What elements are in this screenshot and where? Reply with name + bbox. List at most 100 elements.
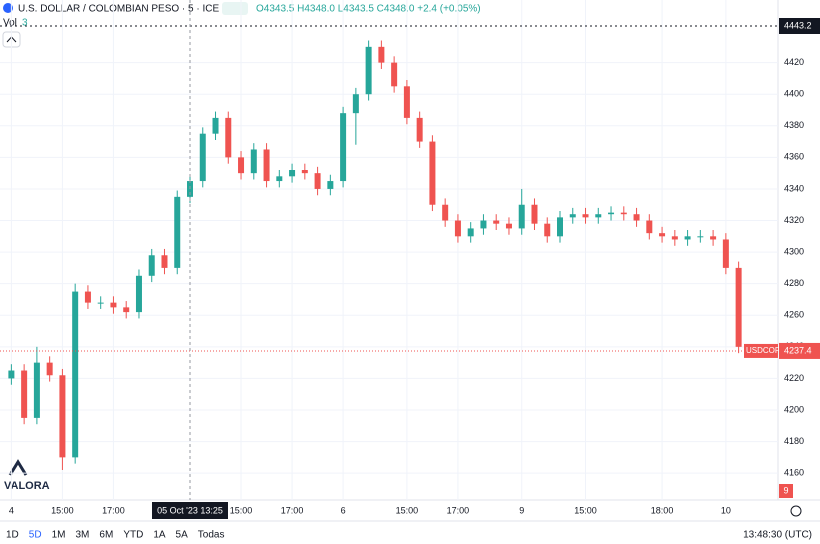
candle-body <box>569 214 576 218</box>
candle-body <box>8 370 15 379</box>
candle-body <box>378 46 385 63</box>
y-tick-label: 4200 <box>784 404 804 414</box>
candle-body <box>531 204 538 224</box>
candle-body <box>59 375 66 458</box>
candle-body <box>97 302 104 304</box>
y-tick-label: 4280 <box>784 278 804 288</box>
high-label-box <box>779 18 820 34</box>
y-tick-label: 4300 <box>784 246 804 256</box>
candle-body <box>161 255 168 268</box>
y-tick-label: 4160 <box>784 468 804 478</box>
candle-body <box>557 217 563 237</box>
crosshair-box <box>152 502 228 519</box>
candle-body <box>314 173 321 189</box>
candle-body <box>391 62 398 87</box>
y-tick-label: 4180 <box>784 436 804 446</box>
timeframe-button[interactable]: YTD <box>123 530 143 541</box>
volume-last-box <box>779 484 793 498</box>
candle-body <box>429 141 436 205</box>
candle-body <box>84 291 91 303</box>
candle-body <box>174 196 181 268</box>
candle-body <box>110 302 117 308</box>
candle-body <box>21 370 28 418</box>
candle-body <box>148 255 155 276</box>
x-tick-label: 10 <box>721 505 731 515</box>
logo-icon <box>8 459 28 476</box>
candle-body <box>442 204 449 221</box>
crosshair-label: 05 Oct '23 13:25 <box>157 505 223 515</box>
x-tick-label: 15:00 <box>51 505 74 515</box>
candle-body <box>633 214 640 221</box>
candle-body <box>659 233 666 237</box>
timeframe-button[interactable]: 1D <box>6 530 19 541</box>
candle-body <box>327 181 334 189</box>
x-tick-label: 17:00 <box>281 505 304 515</box>
timeframe-button[interactable]: 3M <box>76 530 90 541</box>
candle-body <box>620 212 627 215</box>
candle-body <box>493 220 500 224</box>
candle-body <box>403 86 410 118</box>
x-tick-label: 15:00 <box>574 505 597 515</box>
candle-body <box>467 228 474 237</box>
volume-last-label: 9 <box>783 485 788 495</box>
timeframe-button[interactable]: 5D <box>29 530 42 541</box>
candle-body <box>710 236 717 240</box>
timeframe-button[interactable]: 6M <box>99 530 113 541</box>
chart-title: U.S. DOLLAR / COLOMBIAN PESO · 5 · ICE <box>18 4 219 15</box>
x-tick-label: 15:00 <box>396 505 419 515</box>
candle-body <box>250 149 257 174</box>
y-tick-label: 4420 <box>784 57 804 67</box>
y-tick-label: 4220 <box>784 373 804 383</box>
candle-body <box>646 220 653 234</box>
x-tick-label: 15:00 <box>230 505 253 515</box>
candle-body <box>33 362 40 418</box>
candle-body <box>416 117 423 142</box>
symbol-icon <box>3 3 13 13</box>
candle-body <box>735 267 742 347</box>
candle-body <box>289 170 296 177</box>
candle-body <box>608 212 615 215</box>
candle-body <box>722 239 729 268</box>
flag-badge <box>222 2 248 15</box>
candle-body <box>72 291 79 458</box>
candle-body <box>697 236 704 238</box>
candle-body <box>595 214 602 218</box>
candle-body <box>123 307 130 313</box>
clock: 13:48:30 (UTC) <box>743 530 812 541</box>
candle-body <box>199 133 206 182</box>
candle-body <box>671 236 678 240</box>
settings-icon[interactable] <box>790 505 802 517</box>
y-tick-label: 4320 <box>784 215 804 225</box>
candle-body <box>135 275 142 313</box>
candle-body <box>544 223 551 237</box>
candle-body <box>480 220 487 229</box>
candle-body <box>225 117 232 158</box>
candle-body <box>340 113 347 182</box>
timeframe-button[interactable]: Todas <box>198 530 225 541</box>
x-tick-label: 6 <box>341 505 346 515</box>
x-tick-label: 17:00 <box>102 505 125 515</box>
last-price-label: 4237.4 <box>784 345 812 355</box>
y-tick-label: 4260 <box>784 310 804 320</box>
x-tick-label: 9 <box>519 505 524 515</box>
volume-value: 3 <box>22 18 28 29</box>
candle-body <box>263 149 270 182</box>
candle-body <box>365 46 372 95</box>
candle-body <box>212 117 219 134</box>
last-price-box <box>779 342 820 359</box>
candle-body <box>582 214 589 218</box>
timeframe-button[interactable]: 1A <box>153 530 166 541</box>
candle-body <box>518 204 525 229</box>
symbol-label: USDCOP <box>746 346 780 355</box>
logo: VALORA <box>4 480 50 492</box>
timeframe-button[interactable]: 1M <box>52 530 66 541</box>
candle-body <box>276 176 283 182</box>
candle-body <box>352 94 359 114</box>
y-tick-label: 4340 <box>784 183 804 193</box>
y-tick-label: 4400 <box>784 89 804 99</box>
candle-body <box>684 236 691 240</box>
x-tick-label: 17:00 <box>447 505 470 515</box>
timeframe-button[interactable]: 5A <box>176 530 189 541</box>
x-tick-label: 18:00 <box>651 505 674 515</box>
